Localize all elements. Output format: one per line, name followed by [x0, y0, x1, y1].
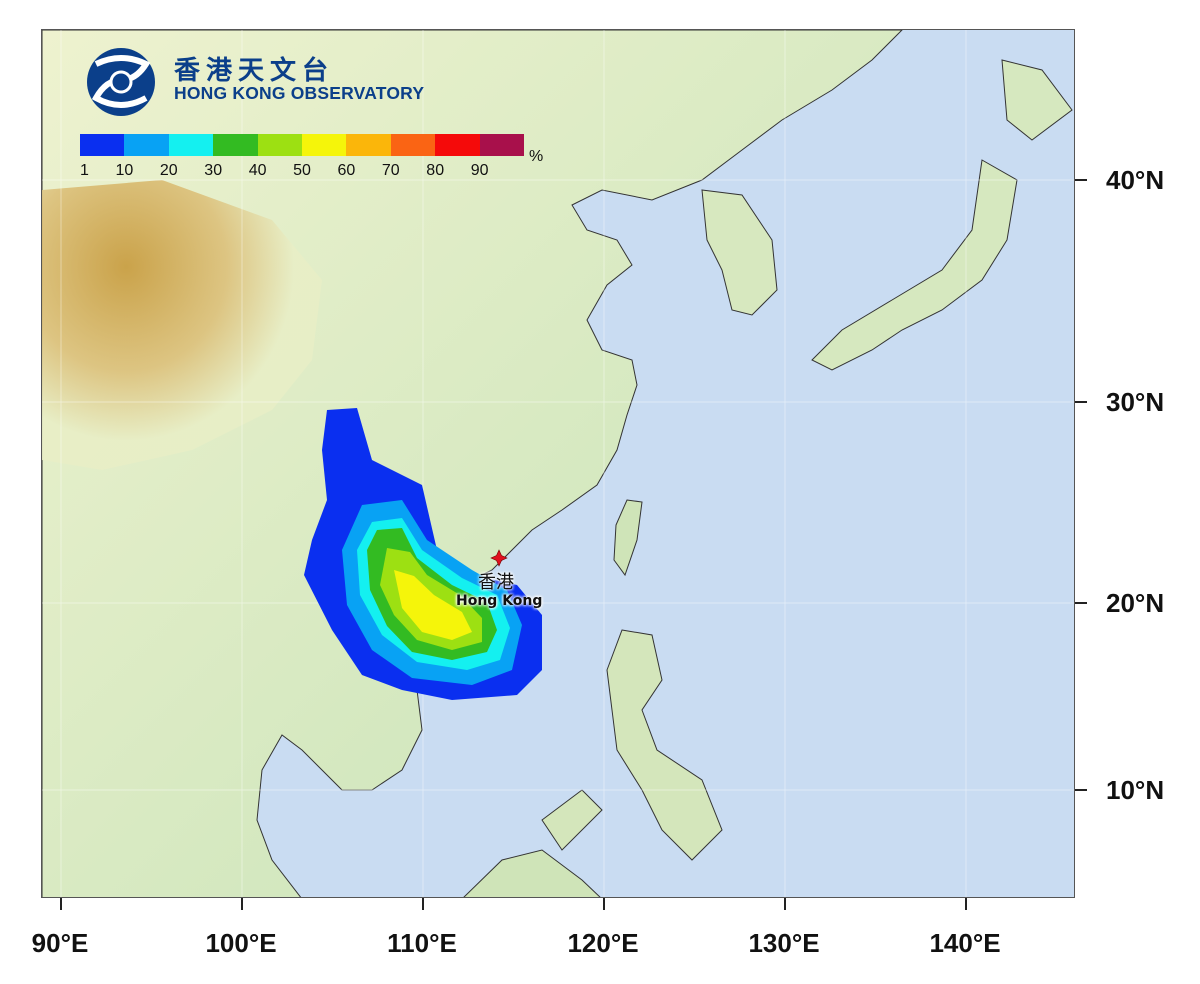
legend-swatch [346, 134, 391, 156]
lon-tick [241, 898, 243, 910]
legend-tick-label: 10 [115, 162, 134, 179]
legend-color-bar [80, 134, 525, 156]
legend-tick-label: 1 [80, 162, 89, 179]
lat-tick [1075, 602, 1087, 604]
red-star-marker-icon [490, 549, 508, 567]
organization-name-en: HONG KONG OBSERVATORY [174, 83, 425, 103]
contour-50 [394, 570, 472, 640]
longitude-label-120: 120°E [567, 928, 639, 958]
lon-tick [965, 898, 967, 910]
latitude-label-40: 40°N [1106, 165, 1165, 195]
longitude-label-100: 100°E [205, 928, 277, 958]
probability-contours [304, 408, 542, 700]
lon-tick [784, 898, 786, 910]
legend-tick-label: 60 [337, 162, 356, 179]
organization-logo-block: 香港天文台 HONG KONG OBSERVATORY [76, 46, 436, 118]
latitude-label-10: 10°N [1106, 775, 1165, 805]
latitude-label-20: 20°N [1106, 588, 1165, 618]
tibetan-plateau [42, 180, 322, 470]
mainland-asia [42, 30, 903, 897]
borneo-coast [463, 849, 601, 897]
longitude-label-130: 130°E [748, 928, 820, 958]
korean-peninsula [701, 189, 778, 316]
legend-swatch [435, 134, 480, 156]
legend-swatch [213, 134, 258, 156]
lon-tick [422, 898, 424, 910]
taiwan-island [613, 499, 643, 577]
legend-swatch [390, 134, 436, 156]
legend-swatch [302, 134, 347, 156]
legend-swatch [124, 134, 169, 156]
legend-tick-label: 30 [204, 162, 223, 179]
longitude-label-140: 140°E [929, 928, 1001, 958]
latitude-label-30: 30°N [1106, 387, 1165, 417]
organization-name-cn: 香港天文台 [174, 56, 335, 86]
legend-swatch [479, 134, 525, 156]
lon-tick [603, 898, 605, 910]
legend-swatch [80, 134, 125, 156]
lon-tick [60, 898, 62, 910]
lat-tick [1075, 179, 1087, 181]
legend-unit: % [529, 148, 544, 165]
legend-swatch [168, 134, 214, 156]
legend-tick-label: 20 [159, 162, 178, 179]
legend-tick-label: 90 [470, 162, 489, 179]
japan-islands [811, 59, 1073, 371]
philippine-islands [541, 629, 723, 861]
hko-logo-icon [87, 48, 155, 116]
legend-tick-label: 70 [381, 162, 400, 179]
longitude-label-90: 90°E [31, 928, 89, 958]
hong-kong-label-en: Hong Kong [456, 593, 543, 609]
legend-tick-label: 80 [426, 162, 445, 179]
legend-tick-labels: 1 10 20 30 40 50 60 70 80 90 [80, 162, 540, 182]
hong-kong-label-cn: 香港 [478, 572, 514, 593]
legend-tick-label: 40 [248, 162, 267, 179]
map-area[interactable] [41, 29, 1075, 898]
legend-swatch [257, 134, 303, 156]
lat-tick [1075, 789, 1087, 791]
map-canvas [42, 30, 1074, 897]
lat-tick [1075, 401, 1087, 403]
longitude-label-110: 110°E [387, 928, 457, 958]
legend-tick-label: 50 [293, 162, 311, 179]
graticule [42, 30, 1074, 897]
